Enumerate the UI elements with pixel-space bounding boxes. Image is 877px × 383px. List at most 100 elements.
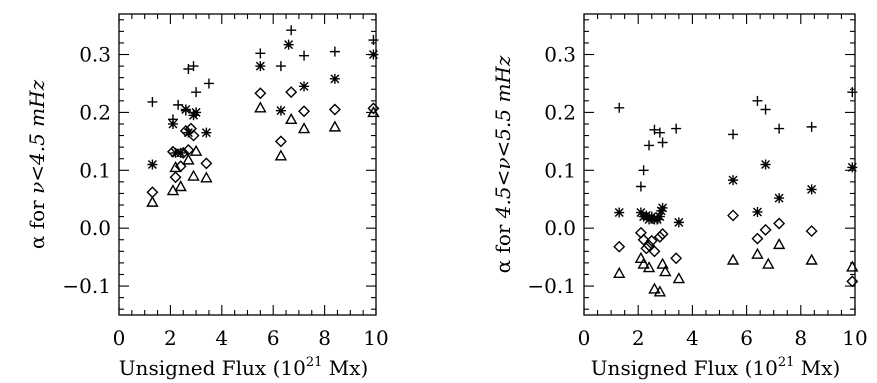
plus-point <box>847 87 858 98</box>
triangle-point <box>762 257 775 269</box>
right-x-tick-labels: 0 2 4 6 8 10 <box>578 326 868 350</box>
diamond-point <box>254 87 267 100</box>
x-tick-label: 8 <box>794 326 807 350</box>
plus-point <box>752 95 763 106</box>
plus-point <box>728 129 739 140</box>
plus-point <box>644 140 655 151</box>
plus-point <box>329 46 340 57</box>
triangle-point <box>805 253 818 265</box>
triangle-point <box>367 105 380 118</box>
asterisk-point <box>654 211 665 222</box>
asterisk-point <box>368 49 379 60</box>
diamond-point <box>640 242 653 255</box>
triangle-point <box>659 265 672 277</box>
x-tick-label: 6 <box>740 326 753 350</box>
diamond-point <box>670 252 683 265</box>
y-tick-label: 0.3 <box>79 43 111 67</box>
asterisk-point <box>191 107 202 118</box>
plus-point <box>299 50 310 61</box>
x-tick-label: 10 <box>842 326 867 350</box>
diamond-point <box>169 171 182 184</box>
triangle-point <box>656 257 669 269</box>
plus-point <box>183 63 194 74</box>
left-x-axis-label: Unsigned Flux (1021 Mx) <box>119 355 369 380</box>
triangle-point <box>169 160 182 173</box>
asterisk-point <box>180 104 191 115</box>
triangle-point <box>642 261 656 273</box>
triangle-point <box>846 260 859 272</box>
asterisk-point <box>806 184 817 195</box>
diamond-point <box>643 239 656 252</box>
plus-point <box>760 104 771 115</box>
diamond-point <box>179 124 192 137</box>
asterisk-point <box>635 207 646 218</box>
diamond-point <box>177 146 190 159</box>
diamond-point <box>613 240 626 253</box>
plus-point <box>286 25 297 36</box>
diamond-point <box>846 275 859 288</box>
asterisk-point <box>170 147 181 158</box>
triangle-point <box>174 180 187 192</box>
diamond-point <box>645 234 658 247</box>
asterisk-point <box>299 81 310 92</box>
triangle-point <box>200 171 213 183</box>
right-plot-frame <box>583 13 856 316</box>
diamond-point <box>653 230 666 243</box>
triangle-point <box>187 169 200 181</box>
diamond-point <box>328 103 341 116</box>
diamond-point <box>805 225 818 238</box>
plus-point <box>671 123 682 134</box>
asterisk-point <box>641 210 652 221</box>
diamond-point <box>367 102 380 115</box>
diamond-point <box>200 157 213 170</box>
asterisk-point <box>847 162 858 173</box>
asterisk-point <box>614 207 625 218</box>
triangle-point <box>672 272 686 284</box>
plus-point <box>774 123 785 134</box>
triangle-point <box>328 120 342 132</box>
asterisk-point <box>283 39 294 50</box>
x-tick-label: 2 <box>164 326 177 350</box>
right-scatter-panel: −0.1 0.0 0.1 0.2 0.3 0 2 4 6 8 10 α for 4.5<ν<5.5… <box>491 13 868 380</box>
plus-point <box>275 61 286 72</box>
diamond-point <box>727 209 740 222</box>
y-tick-label: 0.2 <box>79 100 111 124</box>
plus-point <box>255 48 266 59</box>
y-tick-label: 0.3 <box>544 43 576 67</box>
right-axis-ticks <box>583 14 856 315</box>
plus-point <box>368 35 379 46</box>
diamond-point <box>285 86 298 99</box>
diamond-point <box>166 145 179 158</box>
x-tick-label: 6 <box>267 326 280 350</box>
plus-point <box>173 99 184 110</box>
asterisk-point <box>147 159 158 170</box>
right-data-points <box>613 87 859 297</box>
triangle-point <box>613 266 626 279</box>
plus-point <box>191 87 202 98</box>
asterisk-point <box>656 205 667 216</box>
diamond-point <box>187 129 200 142</box>
plus-point <box>657 137 668 148</box>
left-data-points <box>146 25 380 207</box>
plus-point <box>635 181 646 192</box>
right-y-tick-labels: −0.1 0.0 0.1 0.2 0.3 <box>527 43 576 299</box>
triangle-point <box>274 149 288 161</box>
triangle-point <box>772 237 786 250</box>
diamond-point <box>637 233 650 246</box>
asterisk-point <box>329 73 340 84</box>
diamond-point <box>298 105 311 118</box>
y-tick-label: −0.1 <box>62 274 111 298</box>
plus-point <box>806 121 817 132</box>
asterisk-point <box>255 61 266 72</box>
plus-point <box>638 165 649 176</box>
triangle-point <box>297 122 311 134</box>
x-tick-label: 0 <box>578 326 591 350</box>
triangle-point <box>637 257 650 269</box>
asterisk-point <box>638 211 649 222</box>
y-tick-label: 0.2 <box>544 100 576 124</box>
diamond-point <box>648 245 661 258</box>
x-tick-label: 4 <box>215 326 228 350</box>
x-tick-label: 8 <box>318 326 331 350</box>
plus-point <box>614 102 625 113</box>
triangle-point <box>189 144 203 156</box>
